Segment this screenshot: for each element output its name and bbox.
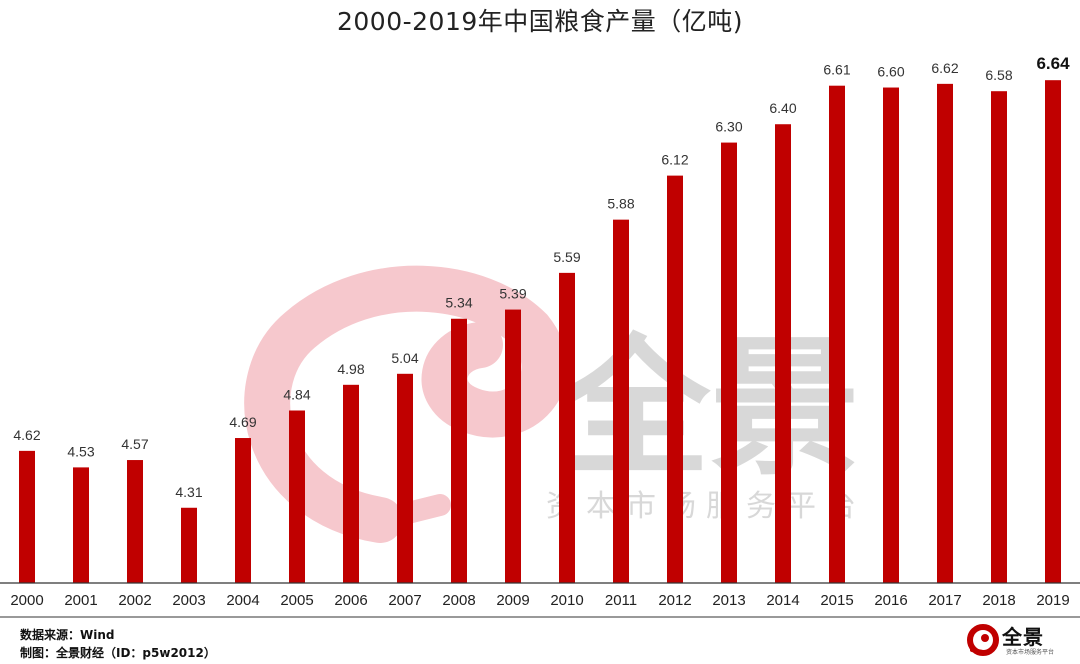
value-label-2015: 6.61 (823, 62, 850, 78)
x-tick-label-2014: 2014 (766, 592, 799, 609)
value-label-2014: 6.40 (769, 100, 796, 116)
logo-sub-text: 资本市场服务平台 (1006, 649, 1055, 656)
x-tick-label-2019: 2019 (1036, 592, 1069, 609)
value-label-2016: 6.60 (877, 64, 904, 80)
x-tick-label-2017: 2017 (928, 592, 961, 609)
x-tick-label-2007: 2007 (388, 592, 421, 609)
x-tick-label-2004: 2004 (226, 592, 259, 609)
value-label-2013: 6.30 (715, 119, 742, 135)
x-tick-label-2013: 2013 (712, 592, 745, 609)
p5w-swirl-icon (967, 624, 999, 656)
x-tick-label-2006: 2006 (334, 592, 367, 609)
bar-2008 (451, 318, 467, 583)
chart-title: 2000-2019年中国粮食产量（亿吨) (336, 7, 744, 36)
bar-2011 (613, 219, 629, 583)
value-label-2009: 5.39 (499, 286, 526, 302)
bar-2013 (721, 142, 737, 583)
data-source-note: 数据来源：Wind (20, 628, 115, 642)
value-label-2019: 6.64 (1036, 54, 1070, 73)
bar-series (19, 80, 1061, 584)
value-label-2011: 5.88 (607, 196, 634, 212)
logo-main-text: 全景 (1002, 625, 1044, 649)
x-tick-label-2015: 2015 (820, 592, 853, 609)
x-tick-label-2010: 2010 (550, 592, 583, 609)
value-label-2002: 4.57 (121, 436, 148, 452)
bar-2009 (505, 309, 521, 583)
bar-2017 (937, 83, 953, 583)
watermark-main-text: 全景 (559, 322, 860, 496)
bar-2016 (883, 87, 899, 584)
value-label-2018: 6.58 (985, 67, 1012, 83)
bar-2002 (127, 460, 143, 583)
bar-2006 (343, 384, 359, 583)
value-label-2012: 6.12 (661, 152, 688, 168)
value-label-2017: 6.62 (931, 60, 958, 76)
bar-2015 (829, 85, 845, 584)
x-tick-label-2008: 2008 (442, 592, 475, 609)
x-tick-label-2009: 2009 (496, 592, 529, 609)
value-label-2005: 4.84 (283, 387, 310, 403)
brand-logo: 全景 资本市场服务平台 (966, 619, 1072, 661)
bar-2001 (73, 467, 89, 583)
value-label-2008: 5.34 (445, 295, 472, 311)
bar-2014 (775, 124, 791, 583)
x-tick-label-2000: 2000 (10, 592, 43, 609)
x-tick-label-2002: 2002 (118, 592, 151, 609)
bar-2007 (397, 373, 413, 583)
value-label-group: 4.62 4.53 4.57 4.31 4.69 4.84 4.98 5.04 5.34 5.39… (13, 54, 1070, 500)
value-label-2010: 5.59 (553, 249, 580, 265)
x-tick-label-2001: 2001 (64, 592, 97, 609)
bar-2000 (19, 450, 35, 583)
value-label-2001: 4.53 (67, 443, 94, 459)
chart-maker-note: 制图：全景财经（ID：p5w2012） (20, 646, 216, 660)
value-label-2000: 4.62 (13, 427, 40, 443)
bar-2004 (235, 438, 251, 583)
x-tick-label-2012: 2012 (658, 592, 691, 609)
x-tick-label-2005: 2005 (280, 592, 313, 609)
value-label-2004: 4.69 (229, 414, 256, 430)
x-tick-label-group: 2000 2001 2002 2003 2004 2005 2006 2007 2008 2009… (10, 592, 1069, 609)
x-tick-label-2011: 2011 (605, 592, 637, 609)
x-tick-label-2003: 2003 (172, 592, 205, 609)
value-label-2003: 4.31 (175, 484, 202, 500)
bar-2018 (991, 91, 1007, 584)
watermark-sub-text: 资本市场服务平台 (546, 489, 866, 524)
bar-2012 (667, 175, 683, 583)
bar-2010 (559, 272, 575, 583)
value-label-2006: 4.98 (337, 361, 364, 377)
bar-2019 (1045, 80, 1061, 583)
bar-2005 (289, 410, 305, 583)
value-label-2007: 5.04 (391, 350, 418, 366)
x-tick-label-2018: 2018 (982, 592, 1015, 609)
x-tick-label-2016: 2016 (874, 592, 907, 609)
bar-2003 (181, 507, 197, 583)
